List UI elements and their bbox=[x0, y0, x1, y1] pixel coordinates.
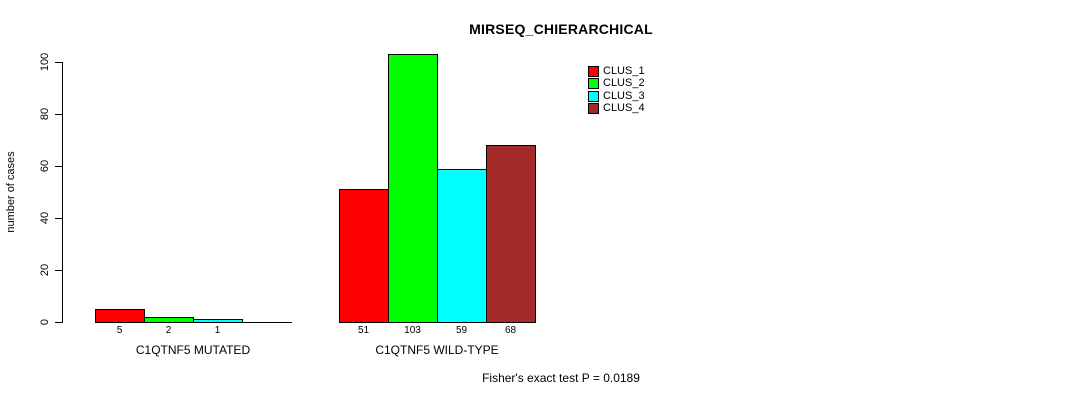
bar-value-label: 103 bbox=[404, 325, 421, 336]
legend-swatch-clus_1 bbox=[588, 65, 599, 77]
bar-clus_3-group2 bbox=[437, 169, 487, 323]
legend-label: CLUS_2 bbox=[603, 77, 645, 90]
bar-value-label: 51 bbox=[357, 325, 370, 336]
legend-item: CLUS_1 bbox=[588, 65, 645, 78]
y-axis-tick bbox=[55, 218, 62, 219]
y-axis-line bbox=[62, 62, 63, 323]
bar-clus_2-group2 bbox=[388, 54, 438, 323]
bar-clus_2-group1 bbox=[144, 317, 194, 323]
bar-clus_3-group1 bbox=[193, 319, 243, 323]
legend: CLUS_1 CLUS_2 CLUS_3 CLUS_4 bbox=[588, 65, 645, 115]
bar-clus_4-group2 bbox=[486, 145, 536, 323]
group-label: C1QTNF5 MUTATED bbox=[135, 343, 251, 357]
y-axis-tick bbox=[55, 166, 62, 167]
legend-label: CLUS_4 bbox=[603, 102, 645, 115]
y-axis-tick-label: 0 bbox=[39, 318, 51, 326]
legend-swatch-clus_3 bbox=[588, 90, 599, 102]
legend-item: CLUS_3 bbox=[588, 90, 645, 103]
y-axis-tick-label: 20 bbox=[39, 263, 51, 277]
legend-swatch-clus_4 bbox=[588, 103, 599, 115]
legend-label: CLUS_3 bbox=[603, 89, 645, 102]
bar-value-label: 2 bbox=[165, 325, 172, 336]
bar-value-label: 68 bbox=[504, 325, 517, 336]
y-axis-tick-label: 60 bbox=[39, 159, 51, 173]
chart-title: MIRSEQ_CHIERARCHICAL bbox=[469, 21, 653, 37]
legend-item: CLUS_4 bbox=[588, 103, 645, 116]
bar-value-label: 59 bbox=[455, 325, 468, 336]
bar-value-label: 5 bbox=[116, 325, 123, 336]
y-axis-tick bbox=[55, 62, 62, 63]
y-axis-tick bbox=[55, 322, 62, 323]
y-axis-tick bbox=[55, 114, 62, 115]
legend-swatch-clus_2 bbox=[588, 78, 599, 90]
group-label: C1QTNF5 WILD-TYPE bbox=[375, 343, 499, 357]
legend-label: CLUS_1 bbox=[603, 64, 645, 77]
annotation-text: Fisher's exact test P = 0.0189 bbox=[482, 371, 640, 385]
bar-value-label: 1 bbox=[214, 325, 221, 336]
y-axis-title: number of cases bbox=[5, 151, 17, 233]
y-axis-tick-label: 100 bbox=[39, 52, 51, 72]
y-axis-tick bbox=[55, 270, 62, 271]
y-axis-tick-label: 40 bbox=[39, 211, 51, 225]
bar-clus_1-group2 bbox=[339, 189, 389, 323]
legend-item: CLUS_2 bbox=[588, 78, 645, 91]
y-axis-tick-label: 80 bbox=[39, 107, 51, 121]
bar-clus_1-group1 bbox=[95, 309, 145, 323]
